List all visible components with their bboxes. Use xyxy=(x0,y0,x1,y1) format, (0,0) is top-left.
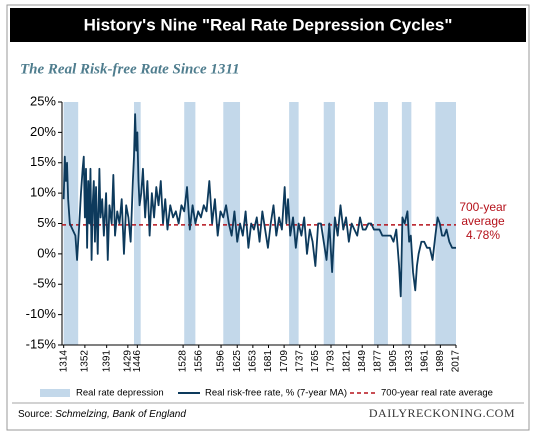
x-tick-label: 1596 xyxy=(216,350,227,373)
x-tick-label: 1737 xyxy=(294,350,305,373)
source-prefix: Source: xyxy=(18,409,52,420)
y-tick-label: 20% xyxy=(30,124,56,139)
depression-band xyxy=(373,102,388,345)
depression-band xyxy=(223,102,241,345)
y-tick-label: 10% xyxy=(30,185,56,200)
x-tick-label: 1681 xyxy=(263,350,274,373)
x-tick-label: 2017 xyxy=(451,350,462,373)
y-tick-label: -15% xyxy=(26,336,57,351)
legend-label: Real rate depression xyxy=(76,388,164,399)
y-tick-label: -5% xyxy=(33,276,57,291)
average-annotation: 700-year xyxy=(459,200,506,214)
x-tick-label: 1653 xyxy=(248,350,259,373)
y-tick-label: -10% xyxy=(26,306,57,321)
x-tick-label: 1793 xyxy=(326,350,337,373)
depression-band xyxy=(435,102,456,345)
depression-band xyxy=(133,102,141,345)
title-bar xyxy=(10,8,526,42)
series-line xyxy=(62,113,456,298)
y-tick-label: 25% xyxy=(30,93,56,108)
x-tick-label: 1446 xyxy=(132,350,143,373)
source-text: Schmelzing, Bank of England xyxy=(55,409,186,420)
average-annotation: average xyxy=(461,214,505,228)
depression-band xyxy=(63,102,79,345)
legend-label: 700-year real rate average xyxy=(381,388,493,399)
x-tick-label: 1314 xyxy=(58,350,69,373)
x-tick-label: 1429 xyxy=(122,350,133,373)
x-tick-label: 1849 xyxy=(357,350,368,373)
legend-label: Real risk-free rate, % (7-year MA) xyxy=(205,388,347,399)
x-tick-label: 1989 xyxy=(435,350,446,373)
x-tick-label: 1765 xyxy=(310,350,321,373)
x-tick-label: 1625 xyxy=(232,350,243,373)
x-tick-label: 1961 xyxy=(419,350,430,373)
x-tick-label: 1877 xyxy=(373,350,384,373)
y-tick-label: 0% xyxy=(37,245,56,260)
y-tick-label: 15% xyxy=(30,154,56,169)
x-tick-label: 1821 xyxy=(341,350,352,373)
source: Source: Schmelzing, Bank of England xyxy=(18,409,186,420)
legend-swatch xyxy=(40,389,70,397)
y-tick-label: 5% xyxy=(37,215,56,230)
x-tick-label: 1905 xyxy=(388,350,399,373)
depression-band xyxy=(401,102,412,345)
x-tick-label: 1528 xyxy=(178,350,189,373)
x-tick-label: 1556 xyxy=(193,350,204,373)
x-tick-label: 1933 xyxy=(404,350,415,373)
x-tick-label: 1391 xyxy=(101,350,112,373)
average-label: 4.78% xyxy=(466,228,500,242)
chart-title: History's Nine "Real Rate Depression Cyc… xyxy=(84,15,453,34)
footer: DAILYRECKONING.COM xyxy=(369,406,515,420)
x-tick-label: 1352 xyxy=(80,350,91,373)
subtitle: The Real Risk-free Rate Since 1311 xyxy=(20,61,240,77)
x-tick-label: 1709 xyxy=(279,350,290,373)
